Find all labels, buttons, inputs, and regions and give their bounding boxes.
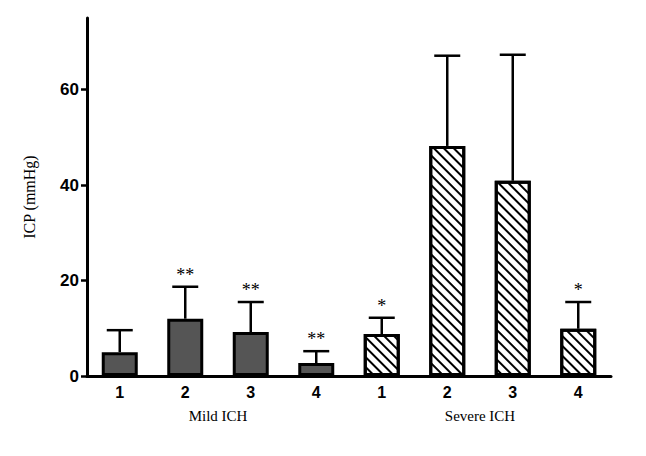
svg-text:4: 4 (574, 384, 583, 401)
svg-text:0: 0 (70, 367, 79, 386)
svg-text:Mild ICH: Mild ICH (189, 408, 248, 424)
svg-text:**: ** (176, 265, 194, 285)
svg-text:3: 3 (508, 384, 517, 401)
svg-text:60: 60 (60, 80, 79, 99)
svg-text:**: ** (307, 329, 325, 349)
svg-text:**: ** (242, 280, 260, 300)
svg-text:ICP (mmHg): ICP (mmHg) (21, 155, 39, 238)
svg-text:1: 1 (115, 384, 124, 401)
svg-text:*: * (377, 296, 386, 316)
svg-text:20: 20 (60, 271, 79, 290)
svg-text:3: 3 (246, 384, 255, 401)
svg-text:2: 2 (181, 384, 190, 401)
svg-text:1: 1 (377, 384, 386, 401)
svg-text:Severe ICH: Severe ICH (445, 408, 516, 424)
svg-text:*: * (574, 280, 583, 300)
svg-text:2: 2 (443, 384, 452, 401)
svg-text:4: 4 (312, 384, 321, 401)
svg-text:40: 40 (60, 176, 79, 195)
